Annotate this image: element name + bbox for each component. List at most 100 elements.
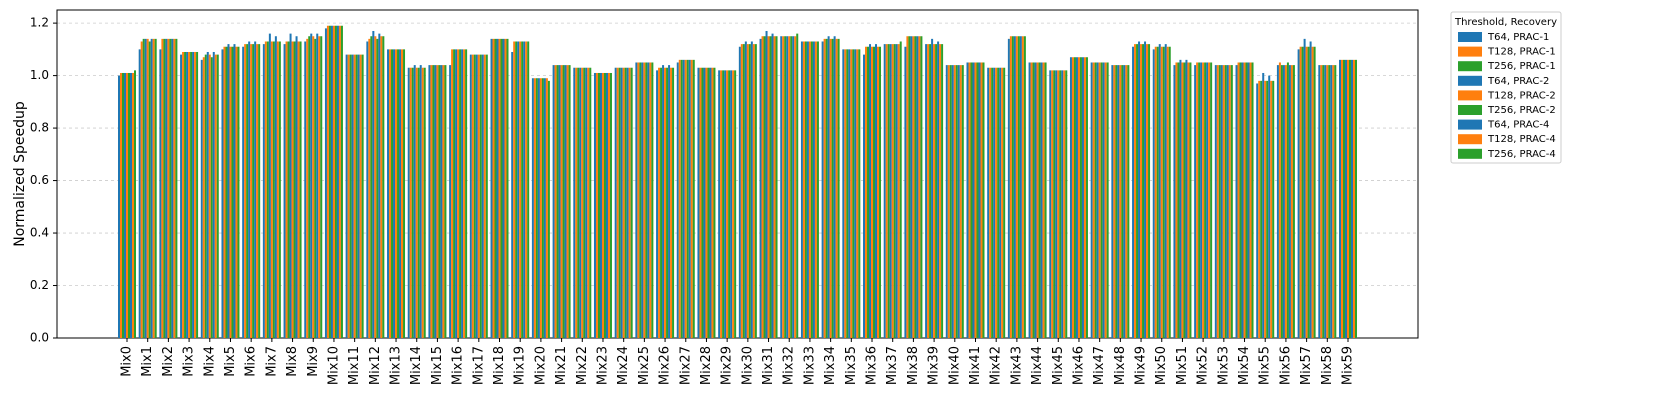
bar — [891, 44, 894, 338]
x-tick-label: Mix55 — [1258, 346, 1273, 385]
bar — [382, 36, 385, 339]
bar — [533, 78, 536, 338]
bar — [709, 67, 712, 338]
bar — [1243, 62, 1246, 338]
bar — [128, 72, 130, 338]
bar — [816, 41, 819, 338]
bar — [856, 49, 859, 339]
bar — [1075, 57, 1078, 339]
bar — [875, 44, 878, 338]
bar — [393, 49, 396, 339]
bar — [140, 41, 143, 338]
bar — [583, 67, 586, 338]
bar — [829, 38, 832, 338]
bar — [773, 36, 776, 339]
bar — [575, 67, 578, 338]
bar — [784, 36, 787, 339]
bar — [1034, 62, 1037, 338]
bar — [754, 44, 757, 338]
bar — [873, 46, 876, 339]
bar — [746, 44, 749, 338]
bar — [1102, 62, 1105, 338]
bar — [165, 38, 168, 338]
bar — [399, 49, 402, 339]
bar — [750, 41, 753, 338]
bar — [666, 67, 669, 338]
bar — [577, 67, 580, 338]
bar — [800, 41, 803, 338]
bar — [175, 38, 178, 338]
x-tick-label: Mix25 — [637, 346, 652, 385]
legend-swatch — [1458, 90, 1482, 101]
bar — [498, 38, 501, 338]
bar — [782, 36, 785, 339]
bar — [415, 67, 418, 338]
bar — [1309, 41, 1312, 338]
y-tick-label: 1.0 — [30, 68, 49, 82]
bar — [897, 44, 900, 338]
bar — [1168, 46, 1171, 339]
bar — [690, 59, 693, 339]
bar — [1226, 65, 1229, 338]
bar — [597, 72, 600, 338]
bar — [814, 41, 817, 338]
bar — [959, 65, 962, 338]
bar — [1284, 65, 1287, 338]
bar — [792, 36, 795, 339]
bar — [759, 38, 762, 338]
bar — [244, 44, 247, 338]
bar — [1183, 62, 1186, 338]
bar — [1081, 57, 1084, 339]
bar — [1009, 36, 1012, 339]
bar — [494, 38, 497, 338]
bar — [1127, 65, 1130, 338]
bar — [1085, 57, 1088, 339]
bar — [947, 65, 950, 338]
legend-label: T256, PRAC-1 — [1487, 61, 1556, 72]
bar — [1339, 59, 1341, 339]
bar — [1051, 70, 1054, 339]
y-tick-label: 1.2 — [30, 16, 49, 30]
bar — [1181, 62, 1184, 338]
bar — [656, 70, 659, 339]
bar — [618, 67, 621, 338]
bar — [1106, 62, 1109, 338]
bar — [1345, 59, 1347, 339]
x-tick-label: Mix24 — [616, 346, 631, 385]
bar — [1019, 36, 1022, 339]
bar — [368, 38, 371, 338]
legend-swatch — [1458, 119, 1482, 130]
bar — [1156, 46, 1159, 339]
bar — [1179, 59, 1182, 339]
bar — [347, 54, 350, 338]
bar — [935, 44, 938, 338]
bar — [318, 36, 321, 339]
bar — [146, 38, 149, 338]
bar — [1264, 80, 1267, 339]
bar — [771, 33, 774, 339]
bar — [1053, 70, 1056, 339]
bar — [1023, 36, 1026, 339]
x-tick-label: Mix0 — [120, 346, 135, 377]
bar — [1260, 80, 1263, 339]
bar — [444, 65, 447, 338]
bar — [138, 49, 141, 339]
bar — [152, 38, 155, 338]
bar — [237, 46, 240, 339]
bar — [734, 70, 737, 339]
bar — [1301, 46, 1304, 339]
bar — [1353, 59, 1355, 339]
bar — [1032, 62, 1035, 338]
x-tick-label: Mix16 — [451, 346, 466, 385]
bar — [1202, 62, 1205, 338]
bar — [1030, 62, 1033, 338]
bar — [1096, 62, 1099, 338]
legend-swatch — [1458, 75, 1482, 86]
bar — [863, 54, 866, 338]
bar — [614, 67, 617, 338]
bar — [289, 33, 292, 339]
bar — [767, 36, 770, 339]
bar — [796, 33, 799, 339]
bar — [387, 49, 390, 339]
bar — [1164, 44, 1167, 338]
